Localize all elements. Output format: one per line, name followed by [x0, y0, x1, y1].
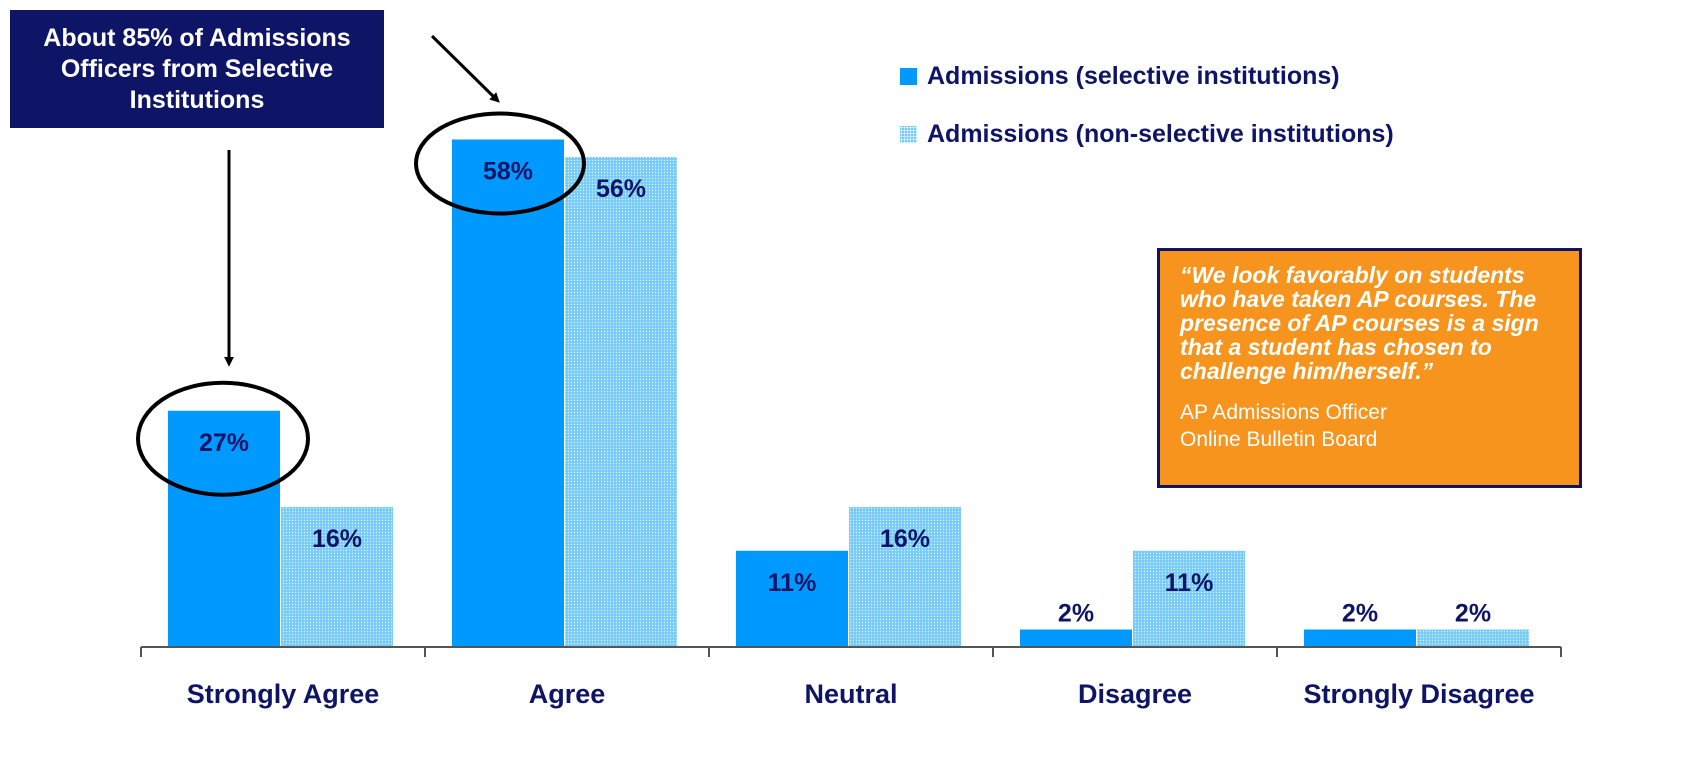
legend-swatch-selective: [900, 67, 917, 85]
category-label-2: Neutral: [804, 679, 897, 709]
category-label-0: Strongly Agree: [187, 679, 380, 709]
bar-selective-4: [1304, 629, 1416, 647]
annotations-layer: [136, 34, 586, 497]
bar-nonselective-2: [849, 507, 961, 647]
bar-nonselective-4: [1417, 629, 1529, 647]
legend-item-nonselective: Admissions (non-selective institutions): [900, 116, 1394, 152]
bar-nonselective-3: [1133, 550, 1245, 647]
legend-label-selective: Admissions (selective institutions): [927, 61, 1340, 90]
category-label-1: Agree: [529, 679, 606, 709]
bar-selective-3: [1020, 629, 1132, 647]
highlight-ellipse-agree: [414, 111, 586, 216]
callout-text: About 85% of Admissions Officers from Se…: [43, 23, 351, 114]
bar-nonselective-1: [565, 157, 677, 647]
bar-selective-0: [168, 410, 280, 647]
category-label-3: Disagree: [1078, 679, 1192, 709]
legend: Admissions (selective institutions) Admi…: [900, 58, 1394, 174]
category-label-4: Strongly Disagree: [1303, 679, 1534, 709]
bar-selective-2: [736, 550, 848, 647]
value-label-nonselective-2: 16%: [880, 525, 930, 553]
legend-item-selective: Admissions (selective institutions): [900, 58, 1394, 94]
quote-box: “We look favorably on students who have …: [1157, 248, 1582, 488]
value-labels-layer: 27% 16% 58% 56% 11% 16% 2% 11% 2% 2%: [199, 158, 1491, 628]
quote-text: “We look favorably on students who have …: [1180, 262, 1539, 384]
x-axis: Strongly Agree Agree Neutral Disagree Strong…: [140, 646, 1562, 709]
value-label-selective-2: 11%: [768, 569, 817, 597]
value-label-nonselective-4: 2%: [1455, 600, 1491, 628]
value-label-nonselective-1: 56%: [596, 175, 646, 203]
bar-nonselective-0: [281, 507, 393, 647]
value-label-selective-4: 2%: [1342, 600, 1378, 628]
quote-attribution-line2: Online Bulletin Board: [1180, 428, 1378, 451]
value-label-selective-1: 58%: [483, 158, 533, 186]
value-label-selective-3: 2%: [1058, 600, 1094, 628]
value-label-nonselective-0: 16%: [312, 525, 362, 553]
value-label-nonselective-3: 11%: [1165, 569, 1214, 597]
bars-layer: [168, 139, 1529, 647]
arrow-to-agree: [430, 34, 500, 103]
highlight-ellipse-strongly-agree: [136, 380, 310, 497]
value-label-selective-0: 27%: [199, 429, 249, 457]
legend-label-nonselective: Admissions (non-selective institutions): [927, 119, 1394, 148]
legend-swatch-nonselective: [900, 125, 917, 143]
callout-box: About 85% of Admissions Officers from Se…: [10, 10, 384, 128]
bar-selective-1: [452, 139, 564, 647]
quote-attribution-line1: AP Admissions Officer: [1180, 401, 1387, 424]
